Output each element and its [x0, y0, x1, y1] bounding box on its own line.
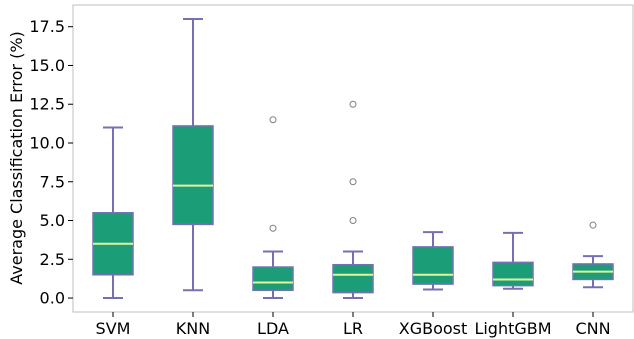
y-tick-label: 12.5: [29, 95, 65, 114]
x-tick-label: LDA: [257, 319, 289, 338]
outlier-point: [349, 178, 357, 186]
box-knn: [172, 17, 214, 292]
x-tick-label: KNN: [176, 319, 210, 338]
y-tick-label: 15.0: [29, 56, 65, 75]
box-lr: [332, 100, 374, 300]
box-iqr: [412, 246, 454, 285]
box-lightgbm: [492, 231, 534, 290]
y-axis-label: Average Classification Error (%): [7, 31, 26, 285]
x-tick-label: XGBoost: [399, 319, 468, 338]
y-axis: 0.0 2.5 5.0 7.5 10.0 12.5 15.0 17.5: [29, 17, 73, 308]
box-cnn: [572, 221, 614, 289]
outlier-point: [349, 100, 357, 108]
x-tick-label: LightGBM: [474, 319, 551, 338]
y-tick-label: 10.0: [29, 133, 65, 152]
x-tick-label: SVM: [96, 319, 131, 338]
boxes-layer: [92, 17, 614, 300]
x-tick-label: CNN: [575, 319, 610, 338]
box-iqr: [332, 263, 374, 294]
box-svm: [92, 126, 134, 300]
box-xgboost: [412, 231, 454, 291]
y-tick-label: 0.0: [40, 289, 65, 308]
y-tick-label: 5.0: [40, 211, 65, 230]
box-iqr: [492, 261, 534, 287]
y-tick-label: 2.5: [40, 250, 65, 269]
box-iqr: [172, 125, 214, 226]
y-tick-label: 7.5: [40, 172, 65, 191]
outlier-point: [349, 217, 357, 225]
box-lda: [252, 116, 294, 300]
x-axis: SVM KNN LDA LR XGBoost LightGBM CNN: [96, 312, 611, 338]
outlier-point: [269, 116, 277, 124]
x-tick-label: LR: [343, 319, 363, 338]
outlier-point: [589, 221, 597, 229]
y-tick-label: 17.5: [29, 17, 65, 36]
box-iqr: [252, 266, 294, 292]
outlier-point: [269, 224, 277, 232]
